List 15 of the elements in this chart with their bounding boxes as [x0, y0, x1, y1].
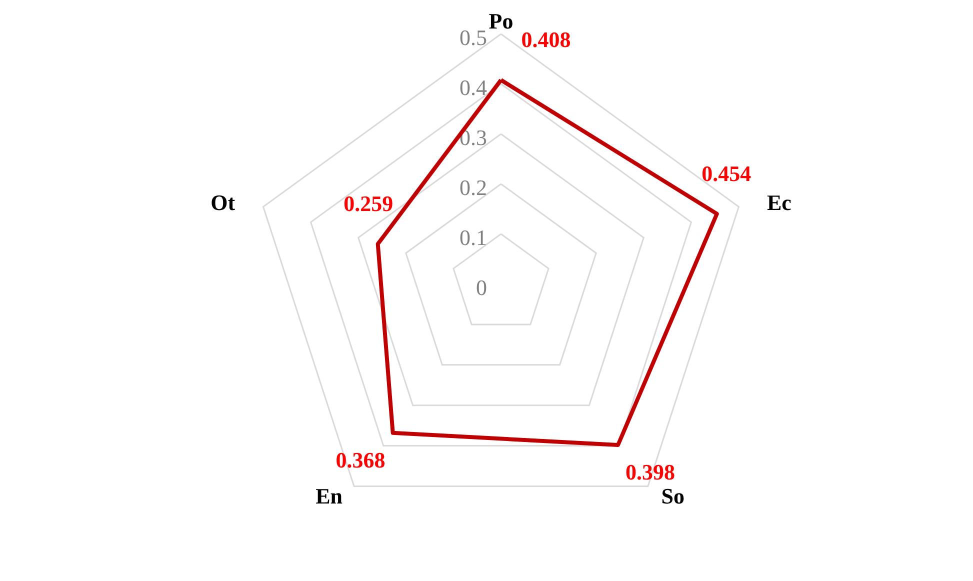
- spoke-label: Ec: [766, 190, 792, 215]
- spoke-label: Po: [488, 8, 514, 34]
- spoke-label: So: [661, 483, 685, 508]
- spoke-label: En: [316, 483, 343, 508]
- y-tick-label: 0.1: [460, 225, 487, 250]
- data-label: 0.398: [626, 460, 676, 484]
- data-label: 0.368: [336, 447, 386, 472]
- y-tick-label: 0.2: [460, 175, 487, 200]
- data-label: 0.259: [344, 190, 394, 216]
- data-label: 0.408: [521, 27, 571, 52]
- y-tick-label: 0.4: [460, 75, 487, 100]
- y-tick-label: 0: [476, 275, 487, 300]
- data-label: 0.454: [702, 160, 752, 186]
- y-tick-label: 0.5: [460, 25, 487, 50]
- spoke-label: Ot: [210, 190, 236, 215]
